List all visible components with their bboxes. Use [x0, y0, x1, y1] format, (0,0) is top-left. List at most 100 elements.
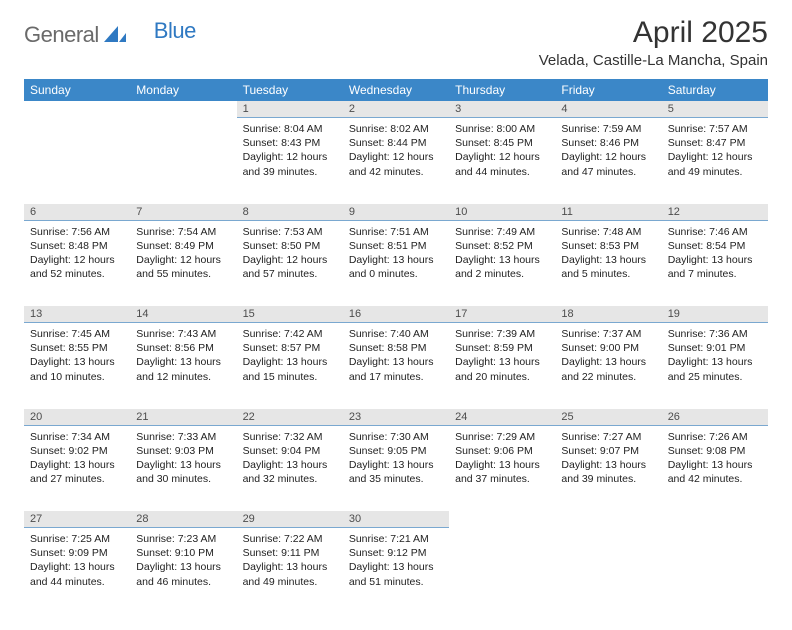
day-cell-content: Sunrise: 7:48 AMSunset: 8:53 PMDaylight:… — [555, 221, 661, 290]
day-number-cell: 28 — [130, 511, 236, 528]
day-cell-content: Sunrise: 7:57 AMSunset: 8:47 PMDaylight:… — [662, 118, 768, 187]
content-row: Sunrise: 7:25 AMSunset: 9:09 PMDaylight:… — [24, 528, 768, 614]
day-number-cell: 24 — [449, 409, 555, 426]
day-number-cell — [555, 511, 661, 528]
day-cell: Sunrise: 8:00 AMSunset: 8:45 PMDaylight:… — [449, 118, 555, 204]
day-number-cell: 20 — [24, 409, 130, 426]
day-cell-content: Sunrise: 7:34 AMSunset: 9:02 PMDaylight:… — [24, 426, 130, 495]
day-number-cell: 30 — [343, 511, 449, 528]
day-number-cell: 27 — [24, 511, 130, 528]
day-number-cell — [662, 511, 768, 528]
weekday-header: Wednesday — [343, 79, 449, 101]
day-number-cell: 17 — [449, 306, 555, 323]
day-cell-content: Sunrise: 7:33 AMSunset: 9:03 PMDaylight:… — [130, 426, 236, 495]
day-number-cell: 22 — [237, 409, 343, 426]
day-number-row: 12345 — [24, 101, 768, 118]
day-cell — [555, 528, 661, 614]
header: General Blue April 2025 Velada, Castille… — [24, 16, 768, 69]
day-number-cell: 5 — [662, 101, 768, 118]
title-block: April 2025 Velada, Castille-La Mancha, S… — [539, 16, 768, 69]
page: General Blue April 2025 Velada, Castille… — [0, 0, 792, 630]
day-cell-content: Sunrise: 7:39 AMSunset: 8:59 PMDaylight:… — [449, 323, 555, 392]
day-cell-content: Sunrise: 7:22 AMSunset: 9:11 PMDaylight:… — [237, 528, 343, 597]
day-number-cell: 19 — [662, 306, 768, 323]
day-cell: Sunrise: 7:29 AMSunset: 9:06 PMDaylight:… — [449, 425, 555, 511]
day-cell — [24, 118, 130, 204]
weekday-header-row: SundayMondayTuesdayWednesdayThursdayFrid… — [24, 79, 768, 101]
day-cell: Sunrise: 7:40 AMSunset: 8:58 PMDaylight:… — [343, 323, 449, 409]
day-number-cell: 3 — [449, 101, 555, 118]
day-cell-content: Sunrise: 7:45 AMSunset: 8:55 PMDaylight:… — [24, 323, 130, 392]
day-cell: Sunrise: 7:21 AMSunset: 9:12 PMDaylight:… — [343, 528, 449, 614]
day-cell-content: Sunrise: 7:53 AMSunset: 8:50 PMDaylight:… — [237, 221, 343, 290]
day-cell: Sunrise: 7:42 AMSunset: 8:57 PMDaylight:… — [237, 323, 343, 409]
day-cell-content: Sunrise: 7:40 AMSunset: 8:58 PMDaylight:… — [343, 323, 449, 392]
day-number-cell — [130, 101, 236, 118]
day-cell-content: Sunrise: 7:49 AMSunset: 8:52 PMDaylight:… — [449, 221, 555, 290]
weekday-header: Thursday — [449, 79, 555, 101]
day-number-cell: 18 — [555, 306, 661, 323]
day-cell-content: Sunrise: 7:43 AMSunset: 8:56 PMDaylight:… — [130, 323, 236, 392]
day-cell-content: Sunrise: 8:02 AMSunset: 8:44 PMDaylight:… — [343, 118, 449, 187]
day-number-row: 20212223242526 — [24, 409, 768, 426]
day-cell-content: Sunrise: 7:46 AMSunset: 8:54 PMDaylight:… — [662, 221, 768, 290]
content-row: Sunrise: 7:34 AMSunset: 9:02 PMDaylight:… — [24, 425, 768, 511]
day-number-cell: 11 — [555, 204, 661, 221]
day-cell: Sunrise: 7:26 AMSunset: 9:08 PMDaylight:… — [662, 425, 768, 511]
day-cell-content: Sunrise: 8:04 AMSunset: 8:43 PMDaylight:… — [237, 118, 343, 187]
day-cell: Sunrise: 7:45 AMSunset: 8:55 PMDaylight:… — [24, 323, 130, 409]
day-number-cell: 23 — [343, 409, 449, 426]
day-number-cell: 7 — [130, 204, 236, 221]
day-number-cell: 6 — [24, 204, 130, 221]
day-cell-content: Sunrise: 8:00 AMSunset: 8:45 PMDaylight:… — [449, 118, 555, 187]
day-cell: Sunrise: 7:37 AMSunset: 9:00 PMDaylight:… — [555, 323, 661, 409]
day-cell: Sunrise: 7:59 AMSunset: 8:46 PMDaylight:… — [555, 118, 661, 204]
day-cell — [449, 528, 555, 614]
day-cell: Sunrise: 7:49 AMSunset: 8:52 PMDaylight:… — [449, 220, 555, 306]
day-number-cell — [24, 101, 130, 118]
day-cell: Sunrise: 7:22 AMSunset: 9:11 PMDaylight:… — [237, 528, 343, 614]
day-cell: Sunrise: 7:48 AMSunset: 8:53 PMDaylight:… — [555, 220, 661, 306]
day-cell: Sunrise: 7:51 AMSunset: 8:51 PMDaylight:… — [343, 220, 449, 306]
day-number-cell: 12 — [662, 204, 768, 221]
day-number-cell: 1 — [237, 101, 343, 118]
day-cell-content: Sunrise: 7:23 AMSunset: 9:10 PMDaylight:… — [130, 528, 236, 597]
day-number-cell: 8 — [237, 204, 343, 221]
brand-text-blue: Blue — [154, 18, 196, 44]
weekday-header: Sunday — [24, 79, 130, 101]
location-text: Velada, Castille-La Mancha, Spain — [539, 52, 768, 69]
day-cell: Sunrise: 7:23 AMSunset: 9:10 PMDaylight:… — [130, 528, 236, 614]
day-cell-content: Sunrise: 7:42 AMSunset: 8:57 PMDaylight:… — [237, 323, 343, 392]
calendar-table: SundayMondayTuesdayWednesdayThursdayFrid… — [24, 79, 768, 614]
day-cell-content: Sunrise: 7:29 AMSunset: 9:06 PMDaylight:… — [449, 426, 555, 495]
day-cell-content: Sunrise: 7:59 AMSunset: 8:46 PMDaylight:… — [555, 118, 661, 187]
brand-logo: General Blue — [24, 16, 172, 48]
day-cell: Sunrise: 8:02 AMSunset: 8:44 PMDaylight:… — [343, 118, 449, 204]
day-number-row: 6789101112 — [24, 204, 768, 221]
day-cell: Sunrise: 7:32 AMSunset: 9:04 PMDaylight:… — [237, 425, 343, 511]
day-cell: Sunrise: 7:46 AMSunset: 8:54 PMDaylight:… — [662, 220, 768, 306]
weekday-header: Friday — [555, 79, 661, 101]
day-cell-content: Sunrise: 7:26 AMSunset: 9:08 PMDaylight:… — [662, 426, 768, 495]
weekday-header: Saturday — [662, 79, 768, 101]
day-number-row: 13141516171819 — [24, 306, 768, 323]
day-cell: Sunrise: 7:54 AMSunset: 8:49 PMDaylight:… — [130, 220, 236, 306]
day-cell-content: Sunrise: 7:27 AMSunset: 9:07 PMDaylight:… — [555, 426, 661, 495]
day-number-cell: 26 — [662, 409, 768, 426]
day-number-cell: 29 — [237, 511, 343, 528]
day-cell: Sunrise: 7:30 AMSunset: 9:05 PMDaylight:… — [343, 425, 449, 511]
day-cell: Sunrise: 7:25 AMSunset: 9:09 PMDaylight:… — [24, 528, 130, 614]
day-number-cell: 4 — [555, 101, 661, 118]
day-cell: Sunrise: 8:04 AMSunset: 8:43 PMDaylight:… — [237, 118, 343, 204]
day-number-cell: 16 — [343, 306, 449, 323]
day-cell-content: Sunrise: 7:32 AMSunset: 9:04 PMDaylight:… — [237, 426, 343, 495]
content-row: Sunrise: 7:45 AMSunset: 8:55 PMDaylight:… — [24, 323, 768, 409]
day-number-row: 27282930 — [24, 511, 768, 528]
weekday-header: Monday — [130, 79, 236, 101]
day-number-cell: 21 — [130, 409, 236, 426]
day-cell: Sunrise: 7:36 AMSunset: 9:01 PMDaylight:… — [662, 323, 768, 409]
day-cell-content: Sunrise: 7:56 AMSunset: 8:48 PMDaylight:… — [24, 221, 130, 290]
brand-text-gray: General — [24, 22, 99, 48]
day-cell: Sunrise: 7:57 AMSunset: 8:47 PMDaylight:… — [662, 118, 768, 204]
day-cell — [130, 118, 236, 204]
